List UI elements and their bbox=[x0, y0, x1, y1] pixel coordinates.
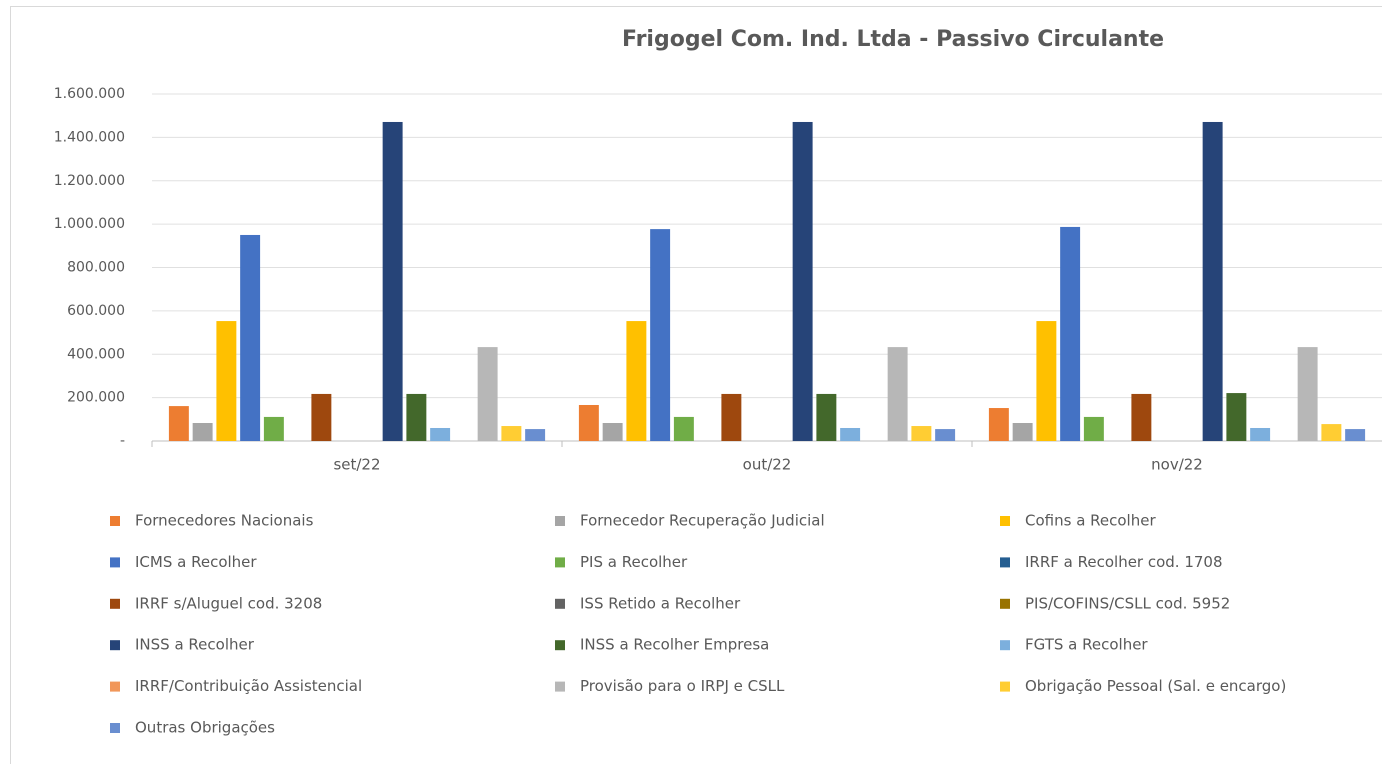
bar bbox=[989, 408, 1009, 441]
bar bbox=[1084, 417, 1104, 441]
legend-swatch bbox=[1000, 682, 1010, 692]
legend-label: IRRF s/Aluguel cod. 3208 bbox=[135, 594, 322, 612]
legend-swatch bbox=[110, 516, 120, 526]
bar bbox=[1345, 429, 1365, 441]
bar bbox=[1131, 394, 1151, 441]
legend-label: Provisão para o IRPJ e CSLL bbox=[580, 677, 785, 695]
legend-label: IRRF a Recolher cod. 1708 bbox=[1025, 553, 1223, 571]
bar bbox=[1203, 122, 1223, 441]
bar bbox=[311, 394, 331, 441]
y-tick-label: 1.600.000 bbox=[54, 86, 125, 102]
x-tick-label: set/22 bbox=[333, 456, 380, 474]
bar bbox=[650, 229, 670, 441]
y-tick-label: 1.000.000 bbox=[54, 216, 125, 232]
y-tick-label: 600.000 bbox=[67, 303, 125, 319]
legend-swatch bbox=[110, 723, 120, 733]
bar bbox=[240, 235, 260, 441]
legend-label: INSS a Recolher Empresa bbox=[580, 636, 769, 654]
legend-swatch bbox=[110, 640, 120, 650]
bar bbox=[406, 394, 426, 441]
x-tick-label: nov/22 bbox=[1151, 456, 1203, 474]
y-tick-label: 1.200.000 bbox=[54, 173, 125, 189]
y-tick-label: 800.000 bbox=[67, 260, 125, 276]
y-tick-label: - bbox=[120, 433, 125, 449]
legend-swatch bbox=[555, 682, 565, 692]
bar bbox=[1060, 227, 1080, 441]
legend-label: Fornecedor Recuperação Judicial bbox=[580, 512, 825, 530]
legend-swatch bbox=[555, 599, 565, 609]
bar bbox=[1036, 321, 1056, 441]
legend-swatch bbox=[110, 557, 120, 567]
bar bbox=[1226, 393, 1246, 441]
bar bbox=[888, 347, 908, 441]
legend-label: Cofins a Recolher bbox=[1025, 512, 1156, 530]
legend-swatch bbox=[110, 599, 120, 609]
legend-swatch bbox=[1000, 599, 1010, 609]
y-tick-label: 400.000 bbox=[67, 346, 125, 362]
bar bbox=[1298, 347, 1318, 441]
legend-label: INSS a Recolher bbox=[135, 636, 255, 654]
bar bbox=[216, 321, 236, 441]
bar bbox=[603, 423, 623, 441]
bar bbox=[674, 417, 694, 441]
bar bbox=[911, 426, 931, 441]
bar bbox=[525, 429, 545, 441]
legend-label: Obrigação Pessoal (Sal. e encargo) bbox=[1025, 677, 1286, 695]
bar bbox=[193, 423, 213, 441]
legend-label: Fornecedores Nacionais bbox=[135, 512, 314, 530]
bar bbox=[935, 429, 955, 441]
legend-label: ISS Retido a Recolher bbox=[580, 594, 741, 612]
legend-swatch bbox=[1000, 640, 1010, 650]
legend-label: Outras Obrigações bbox=[135, 719, 275, 737]
bar bbox=[793, 122, 813, 441]
x-tick-label: out/22 bbox=[743, 456, 792, 474]
bar bbox=[816, 394, 836, 441]
legend-swatch bbox=[1000, 516, 1010, 526]
legend-swatch bbox=[110, 682, 120, 692]
bar bbox=[1321, 424, 1341, 441]
bar bbox=[430, 428, 450, 441]
bar bbox=[840, 428, 860, 441]
bar bbox=[721, 394, 741, 441]
legend-label: FGTS a Recolher bbox=[1025, 636, 1148, 654]
y-tick-label: 1.400.000 bbox=[54, 129, 125, 145]
chart-title: Frigogel Com. Ind. Ltda - Passivo Circul… bbox=[622, 27, 1164, 52]
legend-swatch bbox=[555, 557, 565, 567]
y-tick-label: 200.000 bbox=[67, 390, 125, 406]
legend-label: PIS a Recolher bbox=[580, 553, 688, 571]
bar bbox=[626, 321, 646, 441]
legend-swatch bbox=[1000, 557, 1010, 567]
legend-label: ICMS a Recolher bbox=[135, 553, 257, 571]
bar bbox=[1013, 423, 1033, 441]
bar bbox=[579, 405, 599, 441]
bar bbox=[169, 406, 189, 441]
legend-swatch bbox=[555, 516, 565, 526]
bar bbox=[1250, 428, 1270, 441]
bar bbox=[501, 426, 521, 441]
bar bbox=[264, 417, 284, 441]
bar bbox=[478, 347, 498, 441]
legend-label: IRRF/Contribuição Assistencial bbox=[135, 677, 362, 695]
legend-swatch bbox=[555, 640, 565, 650]
legend-label: PIS/COFINS/CSLL cod. 5952 bbox=[1025, 594, 1230, 612]
bar bbox=[383, 122, 403, 441]
